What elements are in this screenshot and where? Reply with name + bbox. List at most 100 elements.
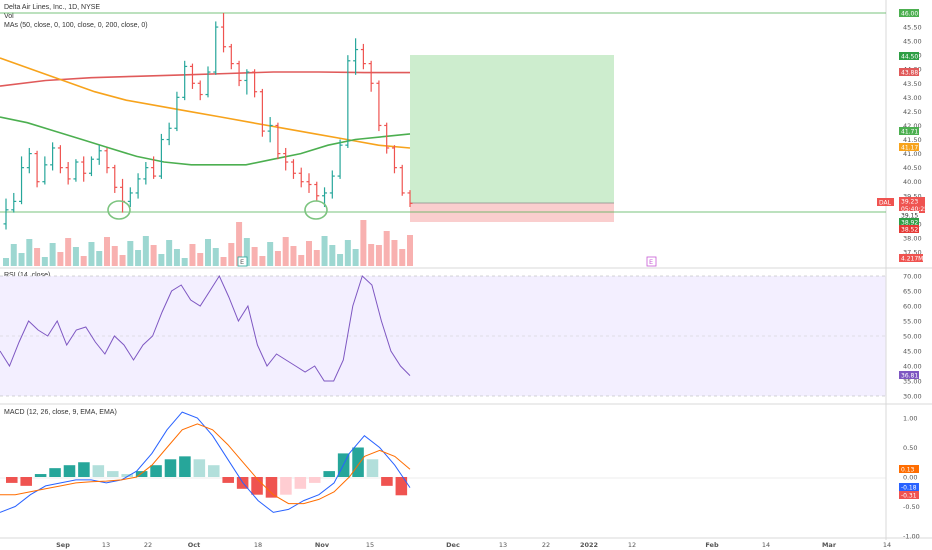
time-axis[interactable]: Sep 13 22 Oct 18 Nov 15 Dec 13 22 2022 12 Feb 14 Mar 14 <box>56 541 891 549</box>
macd-axis-label-0: 1.00 <box>903 415 917 423</box>
price-bar <box>158 133 164 179</box>
price-bars <box>3 13 413 230</box>
time-axis-label-1: 13 <box>102 541 110 549</box>
volume-bar <box>321 236 328 266</box>
price-bar <box>407 190 413 208</box>
macd-histogram-bar <box>251 477 263 495</box>
badge-ma200: 43.88 <box>899 68 919 77</box>
macd-histogram-bar <box>280 477 292 495</box>
rsi-legend: RSI (14, close) <box>4 272 51 279</box>
price-bar <box>197 80 203 101</box>
badge-stop-lower: 38.52 <box>899 225 919 234</box>
macd-histogram-bar <box>63 465 76 477</box>
volume-bar <box>337 254 344 266</box>
price-bar <box>143 162 149 185</box>
volume-bar <box>173 249 180 266</box>
price-bar <box>19 156 25 205</box>
price-legend: Delta Air Lines, Inc., 1D, NYSE Vol MAs … <box>4 3 148 30</box>
badge-macd-line: -0.18 <box>899 483 919 492</box>
mas-legend: MAs (50, close, 0, 100, close, 0, 200, c… <box>4 22 148 29</box>
volume-bar <box>212 248 219 266</box>
price-bar <box>174 91 180 132</box>
rsi-axis-label-3: 55.00 <box>903 318 922 326</box>
time-axis-label-11: 12 <box>628 541 636 549</box>
volume-bar <box>368 244 375 266</box>
svg-text:E: E <box>240 258 244 266</box>
volume-bar <box>205 239 211 266</box>
volume-bar <box>197 253 204 266</box>
time-axis-label-14: Mar <box>822 541 837 549</box>
price-bar <box>283 147 289 171</box>
svg-text:0.13: 0.13 <box>901 467 915 474</box>
target-zone[interactable] <box>410 55 614 203</box>
svg-text:41.71: 41.71 <box>901 129 918 136</box>
volume-bar <box>375 245 382 266</box>
volume-bar <box>57 252 64 266</box>
price-axis-label-16: 37.50 <box>903 249 922 257</box>
volume-bar <box>383 231 390 266</box>
volume-bar <box>360 220 367 266</box>
time-axis-label-6: 15 <box>366 541 374 549</box>
volume-bar <box>251 247 258 266</box>
rsi-axis[interactable]: 70.00 65.00 60.00 55.00 50.00 45.00 40.00 35.00… <box>903 273 922 401</box>
badge-rsi: 36.81 <box>899 371 919 380</box>
svg-text:DAL: DAL <box>879 200 892 207</box>
volume-bar <box>65 238 72 266</box>
time-axis-label-8: 13 <box>499 541 507 549</box>
badge-ma50: 41.71 <box>899 127 919 136</box>
volume-bar <box>298 255 305 266</box>
stop-zone[interactable] <box>410 203 614 222</box>
volume-bar <box>41 257 48 266</box>
price-axis-label-7: 42.00 <box>903 122 922 130</box>
volume-bar <box>150 245 157 266</box>
macd-histogram-bar <box>150 465 162 477</box>
time-axis-label-12: Feb <box>705 541 719 549</box>
earnings-marker-1[interactable]: E <box>237 256 248 267</box>
macd-histogram-bar <box>107 471 119 477</box>
price-bar <box>345 55 351 148</box>
price-bar <box>151 156 157 179</box>
macd-histogram-bar <box>323 471 335 477</box>
bottom-circle-1[interactable] <box>107 200 131 220</box>
macd-histogram-bar <box>309 477 321 483</box>
price-bar <box>3 198 9 230</box>
price-axis-label-5: 43.00 <box>903 94 922 102</box>
macd-axis-label-4: -1.00 <box>903 533 920 541</box>
rsi-axis-label-8: 30.00 <box>903 393 922 401</box>
price-bar <box>26 147 32 174</box>
volume-bar <box>119 255 126 266</box>
volume-bar <box>142 236 149 266</box>
chart-title: Delta Air Lines, Inc., 1D, NYSE <box>4 4 101 11</box>
ma200-line <box>0 71 410 87</box>
badge-target: 44.50 <box>899 52 919 61</box>
svg-text:38.92: 38.92 <box>901 220 918 227</box>
earnings-marker-2[interactable]: E <box>646 256 657 267</box>
price-bar <box>290 159 296 179</box>
moving-averages <box>0 57 411 166</box>
volume-bar <box>399 249 406 266</box>
price-bar <box>252 69 258 98</box>
price-bar <box>50 142 56 171</box>
price-bar <box>368 60 374 92</box>
volume-bar <box>135 250 142 266</box>
macd-histogram-bar <box>49 468 61 477</box>
macd-histogram-bar <box>294 477 307 489</box>
badge-ma100: 41.17 <box>899 143 919 152</box>
time-axis-label-9: 22 <box>542 541 550 549</box>
price-bar <box>112 164 118 193</box>
rsi-axis-label-2: 60.00 <box>903 303 922 311</box>
time-axis-label-0: Sep <box>56 541 70 549</box>
bottom-circle-2[interactable] <box>304 200 328 220</box>
macd-axis[interactable]: 1.00 0.50 0.00 -0.50 -1.00 <box>903 415 920 541</box>
svg-text:41.17: 41.17 <box>901 145 918 152</box>
macd-histogram-bar <box>164 459 177 477</box>
price-bar <box>189 63 195 89</box>
svg-text:36.81: 36.81 <box>901 373 918 380</box>
rsi-axis-label-0: 70.00 <box>903 273 922 281</box>
macd-histogram-bar <box>78 462 90 477</box>
svg-text:4.217M: 4.217M <box>901 256 923 263</box>
ma50-line <box>0 116 411 166</box>
volume-bar <box>282 237 289 266</box>
price-axis-label-12: 39.50 <box>903 192 922 200</box>
